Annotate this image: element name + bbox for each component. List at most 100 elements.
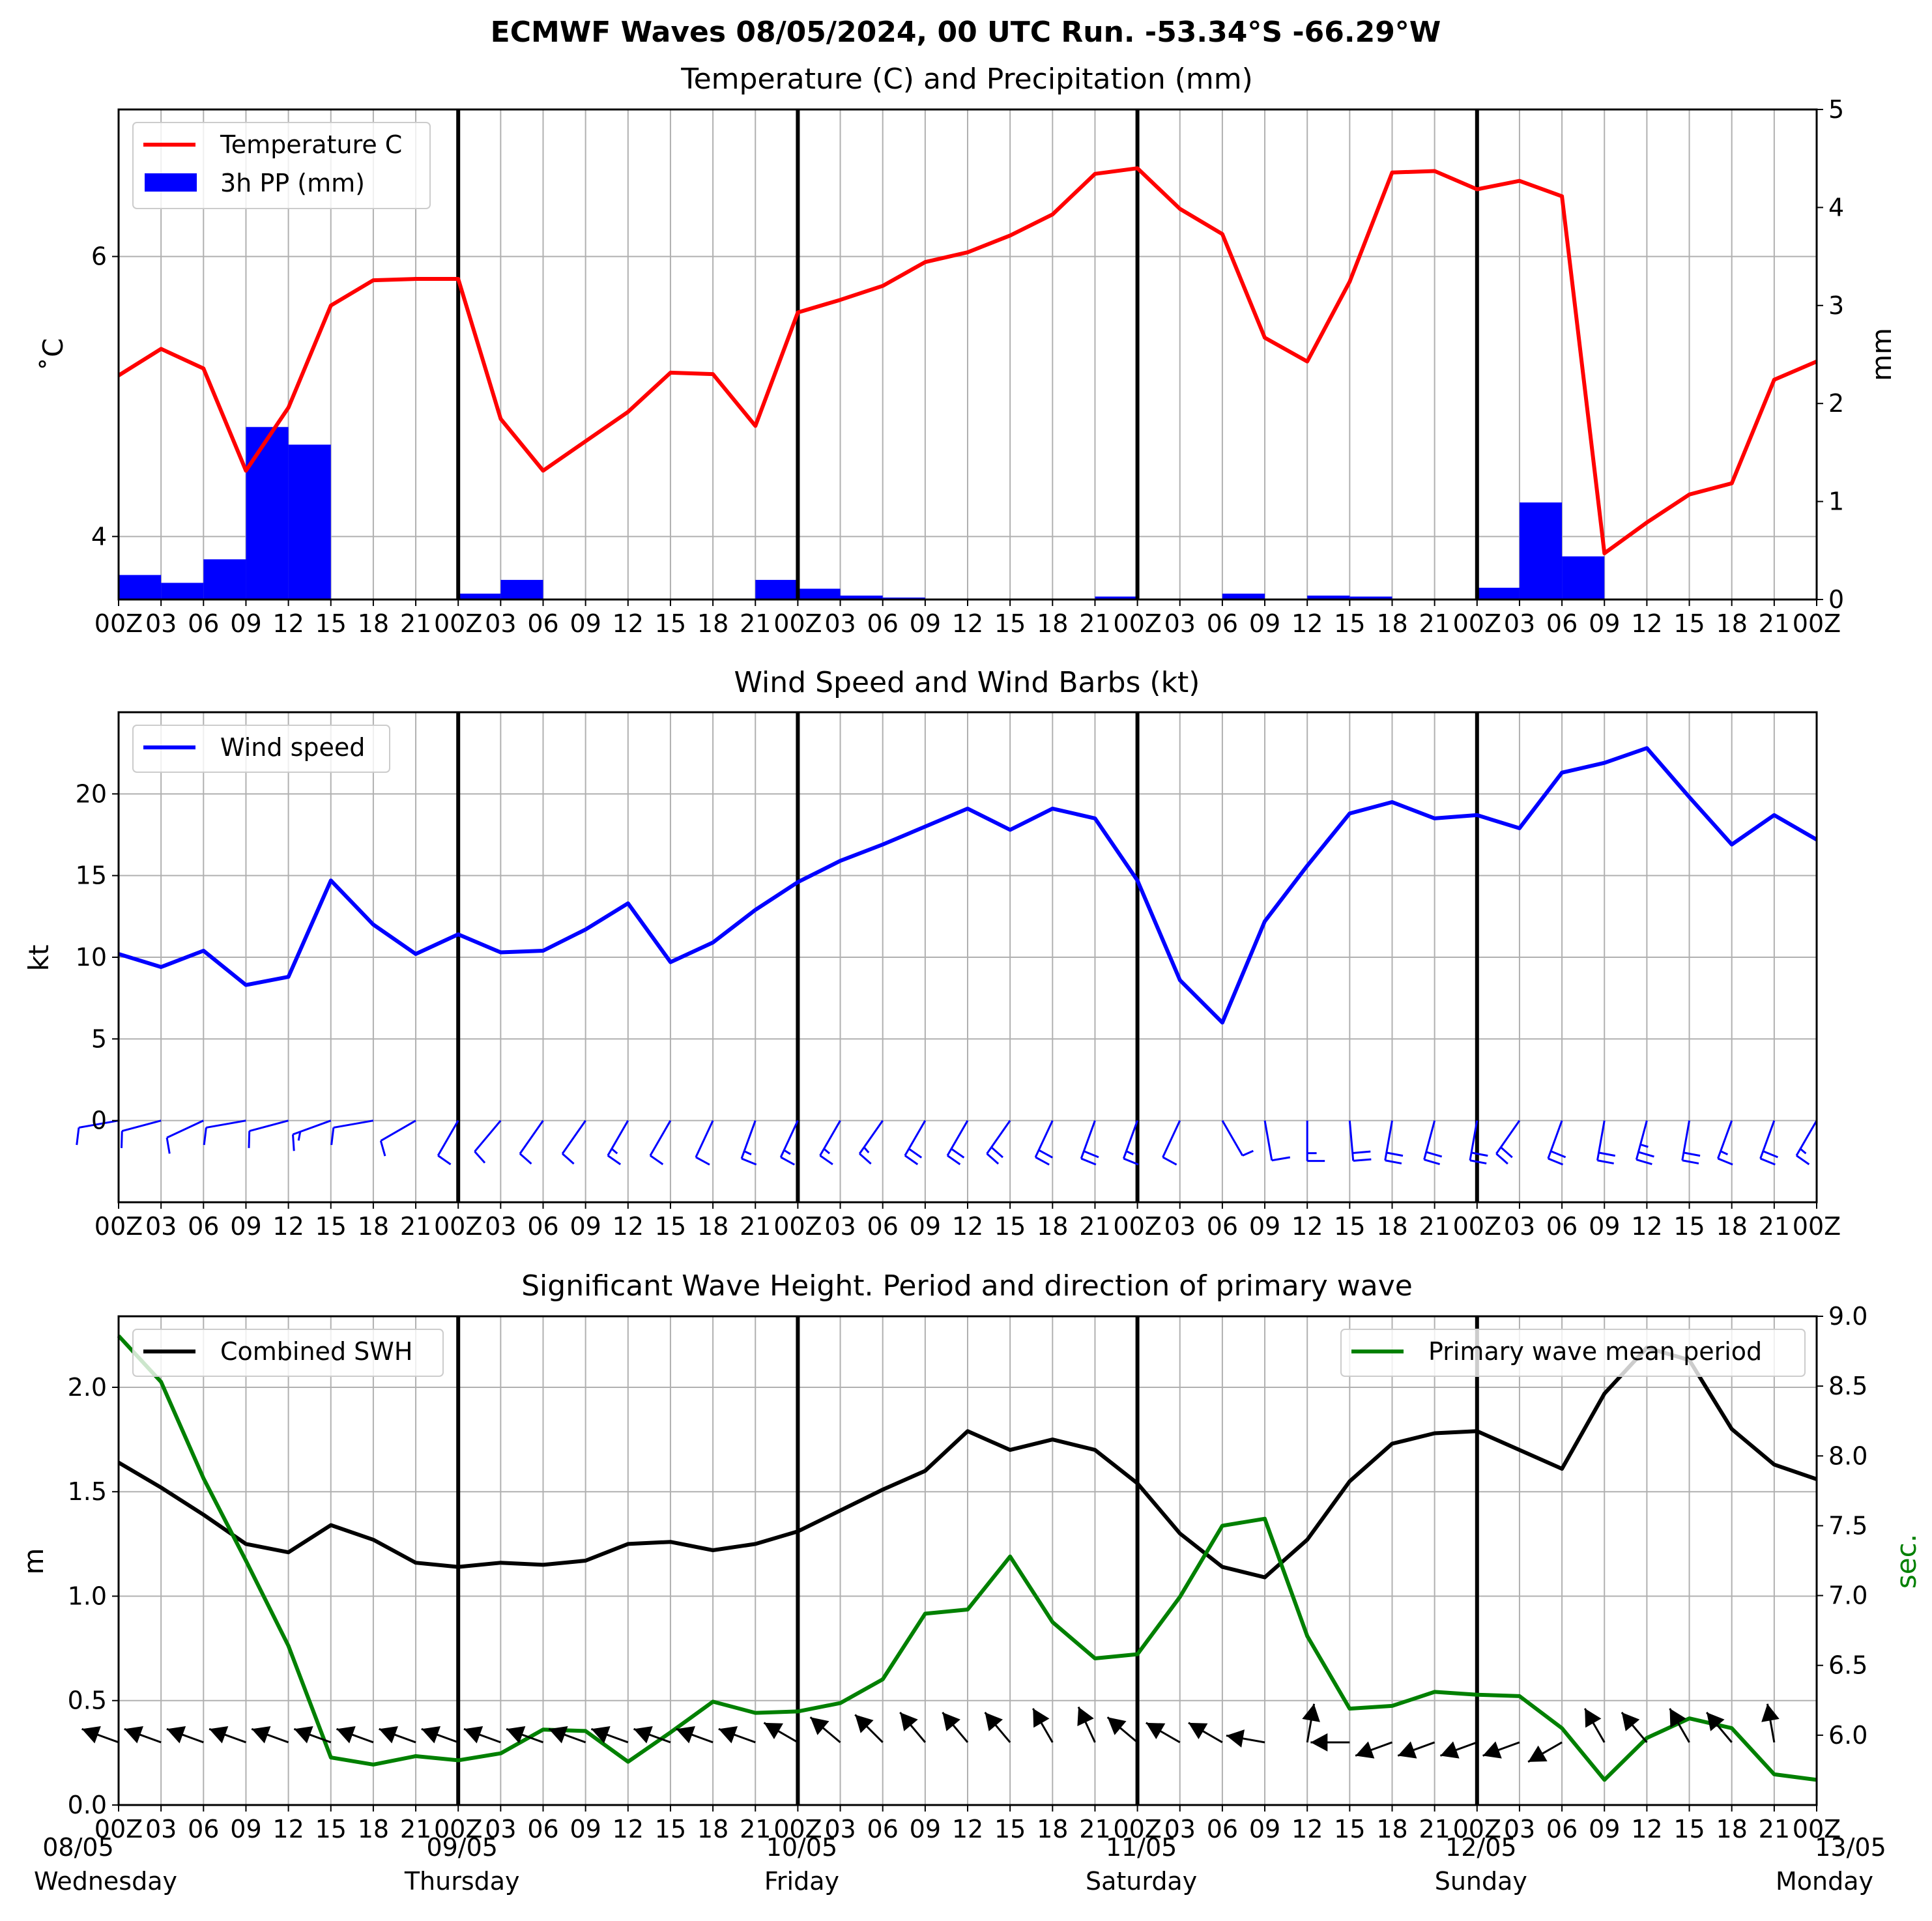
arrow-head [1107,1717,1127,1735]
x-tick-label: 18 [697,609,728,638]
barb-shaft [1263,1120,1273,1161]
precip-bar [458,593,501,599]
wind-barb [519,1119,544,1165]
y-tick-label: 0.5 [68,1686,107,1715]
x-tick-label: 21 [1759,609,1790,638]
arrow-head [294,1726,313,1744]
x-tick-label: 12 [952,1815,983,1843]
x-tick-label: 09 [570,609,601,638]
x-tick-label: 03 [1164,609,1196,638]
barb-flag [1242,1149,1254,1157]
wind-barb [649,1119,672,1166]
wind-barb [1348,1120,1372,1162]
x-tick-label: 06 [527,1212,558,1241]
barb-shaft [858,1119,884,1155]
x-tick-label: 21 [1419,609,1450,638]
barb-flag [562,1153,575,1165]
x-tick-label: 09 [1249,1815,1280,1843]
wave-direction-arrow [1397,1741,1435,1759]
barb-shaft [649,1119,672,1157]
wind-barb [1162,1120,1181,1166]
y2-tick-label: 3 [1828,291,1844,320]
x-tick-label: 15 [1673,1815,1705,1843]
arrow-head [1669,1708,1686,1728]
arrow-head [379,1726,398,1744]
wind-barb [1759,1120,1778,1166]
y2-tick-label: 2 [1828,389,1844,418]
barb-shaft [519,1119,544,1155]
barb-flag [986,1153,1000,1165]
x-tick-label: 06 [867,1212,899,1241]
barb-flag [1038,1149,1053,1159]
wave-direction-arrow [1669,1708,1690,1743]
wave-direction-arrow [1188,1722,1223,1744]
x-tick-label: 21 [740,609,771,638]
wind-barb [1681,1120,1701,1164]
x-tick-label: 21 [400,609,431,638]
precip-bar [840,595,883,599]
arrow-head [1302,1703,1320,1722]
x-tick-label: 03 [485,609,516,638]
y2-tick-label: 1 [1828,487,1844,516]
barb-shaft [1034,1120,1054,1158]
barb-flag [76,1127,80,1146]
x-tick-label: 09 [1589,1815,1620,1843]
y2-tick-label: 6.0 [1828,1721,1867,1750]
barb-flag [1080,1157,1097,1166]
date-label: 12/05 [1445,1833,1517,1862]
wave-direction-arrow [1705,1711,1733,1743]
x-tick-label: 12 [1631,1815,1662,1843]
wind-barb [1717,1120,1733,1166]
barb-shaft [1122,1120,1139,1159]
day-separators [456,1316,1479,1805]
wind-barb [904,1119,927,1166]
x-tick-label: 21 [1759,1212,1790,1241]
barb-flag [1500,1146,1513,1159]
x-tick-label: 15 [655,1212,686,1241]
barb-shaft [1795,1119,1818,1157]
panel-title: Wind Speed and Wind Barbs (kt) [734,666,1200,699]
barb-flag [1125,1150,1134,1155]
x-tick-label: 06 [1546,609,1578,638]
x-tick-label: 03 [1164,1815,1196,1843]
wind-barb [166,1119,204,1154]
barb-flag [904,1155,919,1166]
wave-direction-arrow [763,1722,799,1744]
barb-flag [1636,1159,1652,1165]
wave-direction-arrow [1077,1706,1096,1743]
y2-tick-label: 5 [1828,95,1844,124]
wave-direction-arrow [209,1726,246,1744]
barb-flag [863,1146,870,1153]
x-tick-label: 21 [1759,1815,1790,1843]
barb-shaft [740,1120,757,1159]
wave-direction-arrow [166,1726,204,1744]
x-tick-label: 09 [230,1815,261,1843]
x-tick-label: 09 [1249,1212,1280,1241]
legend-wind-label: Wind speed [220,733,365,762]
x-tick-label: 06 [527,1815,558,1843]
x-tick-label: 18 [1376,1212,1407,1241]
x-tick-label: 15 [315,1212,347,1241]
legend-precip-label: 3h PP (mm) [220,169,365,197]
x-tick-label: 21 [1419,1815,1450,1843]
x-tick-label: 15 [994,1815,1026,1843]
wave-direction-arrow [942,1711,969,1743]
x-tick-label: 21 [1079,1815,1110,1843]
weekday-label: Monday [1776,1867,1873,1896]
x-tick-label: 12 [272,1212,304,1241]
arrow-head [1440,1741,1460,1759]
y2-axis-label: sec. [1890,1534,1922,1589]
precip-bar [755,579,798,599]
barb-shaft [333,1119,374,1129]
x-tick-label: 12 [613,1212,644,1241]
x-tick-label: 00Z [1793,1212,1841,1241]
wind-barb [330,1119,374,1146]
x-tick-label: 00Z [94,1212,143,1241]
x-tick-label: 00Z [94,609,143,638]
precip-bar [1349,596,1392,599]
x-tick-label: 12 [1291,1212,1323,1241]
x-tick-label: 03 [1164,1212,1196,1241]
x-tick-label: 18 [1376,1815,1407,1843]
wave-direction-arrow [1761,1703,1780,1743]
arrow-head [1528,1745,1548,1762]
